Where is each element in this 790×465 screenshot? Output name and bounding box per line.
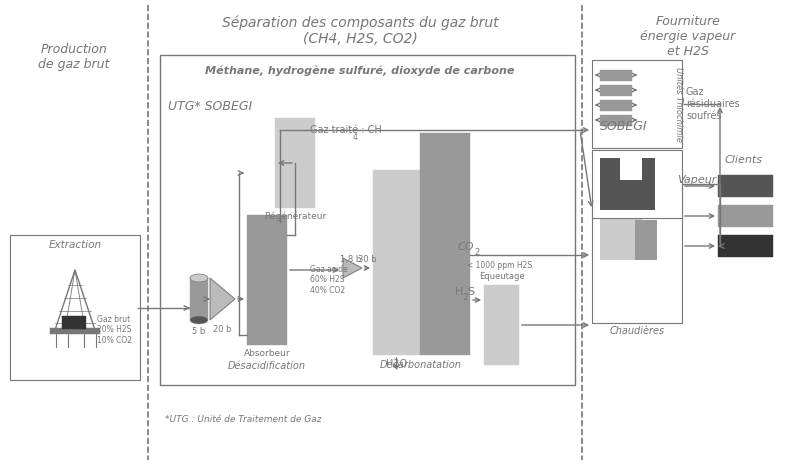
Bar	[420, 133, 470, 355]
Text: UTG* SOBEGI: UTG* SOBEGI	[168, 100, 252, 113]
Bar	[600, 198, 642, 260]
Bar	[592, 188, 682, 323]
Text: Gaz brut
20% H2S
10% CO2: Gaz brut 20% H2S 10% CO2	[97, 315, 132, 345]
Text: H2O: H2O	[386, 359, 407, 369]
Bar	[620, 158, 642, 180]
Bar	[275, 118, 315, 208]
Bar	[160, 55, 575, 385]
Text: 2: 2	[474, 248, 480, 257]
Bar	[718, 205, 773, 227]
Text: 5 b: 5 b	[193, 327, 205, 336]
Bar	[600, 158, 655, 210]
Bar	[10, 235, 140, 380]
Text: 1,8 b: 1,8 b	[340, 255, 362, 264]
Text: Gaz acide
60% H2S
40% CO2: Gaz acide 60% H2S 40% CO2	[310, 265, 348, 295]
Text: *UTG : Unité de Traitement de Gaz: *UTG : Unité de Traitement de Gaz	[165, 415, 322, 424]
Text: 2: 2	[462, 293, 467, 302]
Text: 20 b: 20 b	[213, 325, 231, 334]
Bar	[600, 100, 632, 111]
Ellipse shape	[190, 274, 208, 282]
Text: H: H	[455, 287, 464, 297]
Text: Méthane, hydrogène sulfuré, dioxyde de carbone: Méthane, hydrogène sulfuré, dioxyde de c…	[205, 65, 515, 75]
Bar	[718, 235, 773, 257]
Text: Gaz traité : CH: Gaz traité : CH	[310, 125, 382, 135]
Text: Désacidification: Désacidification	[228, 361, 306, 371]
Bar	[62, 316, 86, 329]
Text: Equeutage: Equeutage	[479, 272, 525, 281]
Text: Fourniture
énergie vapeur
et H2S: Fourniture énergie vapeur et H2S	[641, 15, 735, 58]
Bar	[592, 150, 682, 218]
Bar	[190, 278, 208, 320]
Text: Vapeur: Vapeur	[676, 175, 716, 185]
Bar	[600, 70, 632, 81]
Text: SOBEGI: SOBEGI	[600, 120, 648, 133]
Bar	[592, 60, 682, 148]
Text: S: S	[467, 287, 474, 297]
Text: 4: 4	[353, 133, 358, 142]
Text: < 1000 ppm H2S: < 1000 ppm H2S	[468, 261, 532, 270]
Text: Clients: Clients	[725, 155, 763, 165]
Polygon shape	[343, 258, 362, 278]
Text: 30 b: 30 b	[358, 255, 376, 264]
Text: CO: CO	[458, 242, 475, 252]
Ellipse shape	[190, 316, 208, 324]
Bar	[484, 285, 519, 365]
Text: Régénérateur: Régénérateur	[264, 211, 326, 220]
Text: Extraction: Extraction	[48, 240, 102, 250]
Text: Gaz
résiduaires
soufrés: Gaz résiduaires soufrés	[686, 87, 739, 120]
Bar	[635, 220, 657, 260]
Bar	[600, 115, 632, 126]
Bar	[718, 175, 773, 197]
Bar	[373, 170, 420, 355]
Text: Décarbonatation: Décarbonatation	[380, 360, 462, 370]
Text: Unités Thiochimie: Unités Thiochimie	[674, 66, 683, 141]
Text: Absorbeur: Absorbeur	[243, 349, 290, 358]
Text: Production
de gaz brut: Production de gaz brut	[38, 43, 110, 71]
Bar	[247, 215, 287, 345]
Bar	[50, 328, 100, 334]
Text: Séparation des composants du gaz brut
(CH4, H2S, CO2): Séparation des composants du gaz brut (C…	[222, 15, 498, 46]
Text: Chaudières: Chaudières	[609, 326, 664, 336]
Ellipse shape	[47, 341, 103, 355]
Polygon shape	[210, 278, 235, 320]
Bar	[600, 85, 632, 96]
